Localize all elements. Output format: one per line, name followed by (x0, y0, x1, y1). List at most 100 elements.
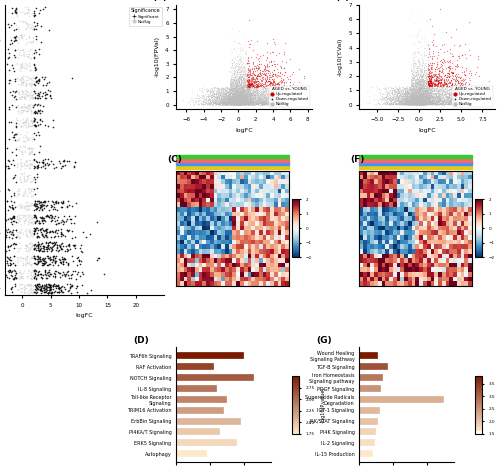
Point (203, 84, 211, 92)
Point (417, 100, 425, 108)
Point (242, 77, 250, 84)
Point (435, 91, 443, 99)
Point (210, 93, 218, 100)
Point (423, 78, 431, 86)
Point (412, 90, 420, 98)
Point (418, 94, 426, 101)
Point (413, 91, 421, 99)
Point (234, 97, 241, 105)
Point (423, 94, 431, 102)
Point (402, 68, 409, 75)
Point (40, 199, 48, 206)
Point (16, 254, 24, 261)
Point (234, 87, 242, 95)
Point (59, 198, 67, 206)
Point (441, 97, 449, 105)
Point (404, 95, 412, 103)
Point (30, 37, 38, 45)
Point (231, 87, 239, 95)
Point (413, 87, 421, 94)
Point (444, 99, 452, 106)
Point (398, 94, 406, 102)
Point (270, 93, 278, 100)
Point (444, 100, 452, 107)
Point (446, 99, 454, 106)
Point (416, 90, 424, 98)
Point (253, 98, 261, 105)
Point (419, 78, 427, 86)
Point (228, 78, 235, 85)
Point (384, 92, 392, 99)
Point (229, 90, 237, 98)
Point (417, 85, 425, 92)
Point (244, 94, 252, 101)
Point (451, 86, 459, 94)
Point (34, 216, 42, 224)
Point (235, 93, 243, 101)
Point (408, 77, 416, 84)
Point (436, 92, 444, 100)
Point (420, 96, 428, 103)
Point (280, 94, 288, 102)
Point (28, 253, 36, 260)
Point (420, 96, 428, 104)
Point (234, 88, 241, 96)
Point (258, 94, 266, 101)
Point (408, 85, 416, 92)
Point (220, 81, 228, 89)
Point (406, 99, 414, 107)
Point (226, 101, 234, 108)
Point (406, 95, 414, 103)
Point (414, 86, 422, 94)
Point (428, 99, 436, 107)
Point (422, 91, 430, 98)
Point (223, 73, 231, 81)
Point (262, 86, 270, 94)
Point (388, 88, 396, 95)
Point (237, 93, 245, 100)
Point (268, 99, 276, 106)
Point (410, 101, 418, 108)
Point (418, 85, 426, 92)
Point (392, 78, 400, 85)
Point (411, 87, 419, 94)
Point (400, 100, 407, 107)
Point (454, 95, 462, 103)
Point (454, 94, 462, 101)
Point (20, 205, 28, 212)
Point (184, 98, 192, 106)
Point (410, 95, 418, 103)
Point (248, 98, 256, 105)
Point (414, 79, 422, 86)
Point (422, 95, 430, 103)
Point (257, 94, 265, 101)
Point (212, 97, 220, 105)
Point (396, 89, 404, 97)
Point (246, 98, 254, 106)
Point (26, 149, 34, 156)
Point (226, 101, 234, 108)
Point (408, 96, 416, 104)
Point (388, 91, 396, 98)
Point (406, 99, 414, 107)
Point (229, 86, 237, 94)
Point (222, 94, 230, 102)
Point (236, 93, 244, 100)
Point (392, 84, 400, 92)
Point (232, 66, 240, 74)
Point (240, 94, 248, 101)
Point (208, 85, 216, 93)
Point (402, 97, 410, 104)
Point (435, 90, 443, 97)
Point (44, 289, 52, 297)
Point (443, 97, 451, 104)
Point (11, 136, 19, 144)
Point (249, 94, 257, 101)
Point (435, 66, 443, 74)
Point (240, 85, 248, 92)
Point (235, 97, 243, 104)
Point (218, 100, 226, 108)
Point (421, 88, 429, 95)
Point (412, 99, 420, 107)
Point (455, 53, 463, 60)
